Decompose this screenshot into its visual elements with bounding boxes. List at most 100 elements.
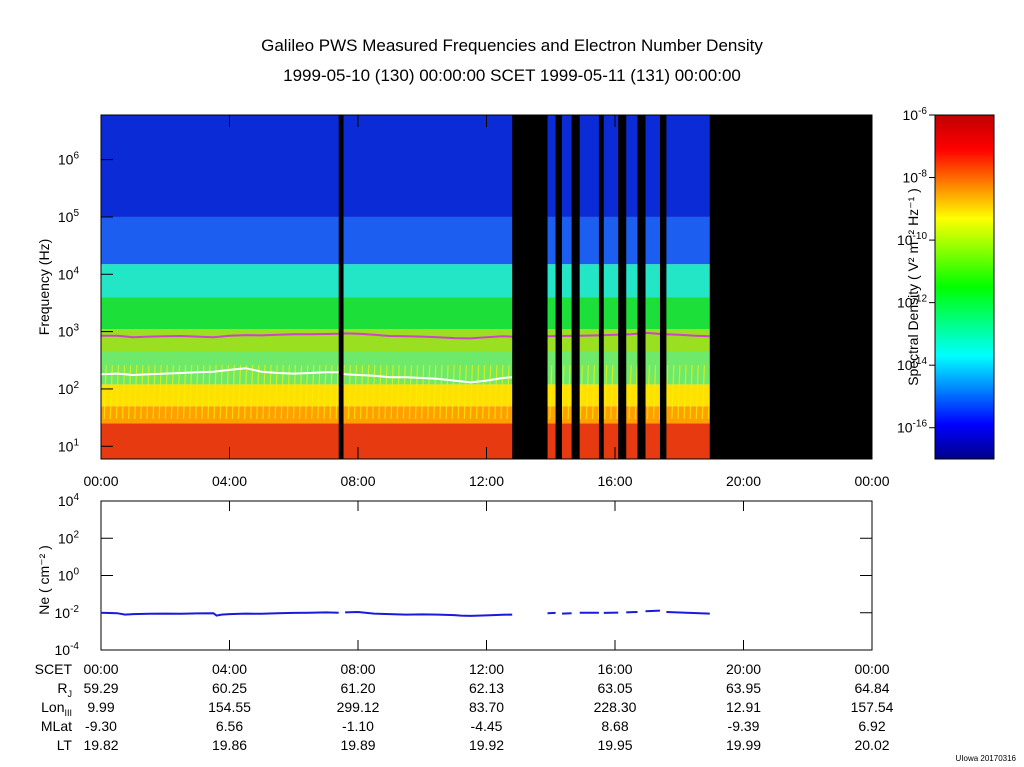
ephemeris-value: 228.30	[593, 699, 637, 715]
spectrogram-streak	[433, 365, 437, 419]
spectrogram-streak	[317, 365, 321, 419]
spectrogram-y-tick-label: 104	[58, 265, 80, 282]
colorbar-tick-label: 10-6	[903, 106, 928, 123]
ephemeris-value: 8.68	[601, 718, 629, 734]
spectrogram-streak	[695, 365, 699, 419]
spectrogram-streak	[243, 365, 248, 419]
colorbar-tick-label: 10-10	[897, 231, 927, 248]
spectrogram-streak	[237, 365, 242, 419]
spectrogram-y-axis-label: Frequency (Hz)	[36, 239, 52, 335]
spectrogram-streak	[195, 365, 199, 419]
density-frame	[100, 500, 873, 651]
upper-frequency-line	[101, 331, 710, 340]
spectrogram-streak	[311, 365, 315, 419]
spectrogram-x-tick-label: 04:00	[212, 473, 247, 489]
spectrogram-streak	[500, 365, 504, 419]
ephemeris-value: 12:00	[468, 661, 505, 677]
spectrogram-streak	[671, 365, 675, 419]
ephemeris-row-label: RJ	[57, 680, 72, 699]
colorbar-tick-label: 10-14	[897, 356, 927, 373]
spectrogram-streak	[359, 365, 364, 419]
spectrogram-streak	[390, 365, 394, 419]
spectrogram-streak	[250, 365, 254, 419]
colorbar-tick-label: 10-12	[897, 294, 927, 311]
spectrogram-streak	[677, 365, 681, 419]
spectrogram-y-tick-label: 102	[58, 380, 80, 397]
density-y-tick-label: 102	[58, 529, 80, 546]
spectrogram-streak	[457, 365, 461, 419]
spectrogram-streak	[439, 365, 443, 419]
spectrogram-streak	[475, 365, 480, 419]
spectrogram-streak	[189, 365, 193, 419]
spectrogram-x-tick-label: 20:00	[726, 473, 761, 489]
colorbar-tick-label: 10-16	[897, 419, 927, 436]
spectrogram-x-tick-label: 00:00	[83, 473, 118, 489]
density-y-axis-label: Ne ( cm⁻² )	[36, 545, 52, 615]
spectrogram-streak	[372, 365, 376, 419]
ephemeris-value: 00:00	[83, 661, 119, 677]
ephemeris-value: -4.45	[470, 718, 503, 734]
spectrogram-streak	[182, 365, 187, 419]
spectrogram-streak	[585, 365, 590, 419]
spectrogram-streak	[323, 365, 327, 419]
ephemeris-value: 19.89	[340, 737, 376, 753]
spectrogram-streak	[256, 365, 260, 419]
ephemeris-value: 64.84	[854, 680, 890, 696]
ephemeris-value: 19.92	[468, 737, 505, 753]
spectrogram-data-gap	[512, 115, 548, 459]
ephemeris-row: RJ 59.29 60.25 61.20 62.13 63.05 63.95 64.84	[0, 680, 1024, 699]
spectrogram-streak	[305, 365, 309, 419]
spectrogram-streak	[683, 365, 687, 419]
spectrogram-y-tick-label: 105	[58, 208, 80, 225]
spectrogram-x-tick-label: 16:00	[597, 473, 632, 489]
ephemeris-row-label: SCET	[34, 661, 72, 677]
spectrogram-streak	[469, 365, 474, 419]
spectrogram-streak	[421, 365, 425, 419]
spectrogram-streak	[396, 365, 400, 419]
density-y-tick-label: 100	[58, 567, 80, 584]
spectrogram-streak	[506, 365, 510, 419]
ephemeris-value: 04:00	[211, 661, 248, 677]
ephemeris-value: 9.99	[87, 699, 115, 715]
ephemeris-value: -1.10	[342, 718, 374, 734]
colorbar-label: Spectral Density ( V² m⁻² Hz⁻¹ )	[905, 188, 921, 386]
spectrogram-y-tick-label: 101	[58, 437, 80, 454]
spectrogram-streak	[384, 365, 388, 419]
ephemeris-value: 12.91	[725, 699, 762, 715]
spectrogram-streak	[567, 365, 571, 419]
ephemeris-value: 6.56	[215, 718, 244, 734]
spectrogram-streak	[646, 365, 651, 419]
spectrogram-streak	[262, 365, 266, 419]
spectrogram-streak	[591, 365, 596, 419]
spectrogram-streak	[463, 365, 467, 419]
spectrogram-streak	[219, 365, 223, 419]
ephemeris-row: MLat -9.30 6.56 -1.10 -4.45 8.68 -9.39 6.92	[0, 718, 1024, 736]
density-line-segment	[666, 611, 710, 615]
ephemeris-row: LonIII 9.99 154.55 299.12 83.70 228.30 12.91 15…	[0, 699, 1024, 718]
ephemeris-value: -9.39	[727, 718, 760, 734]
ephemeris-value: 08:00	[340, 661, 376, 677]
spectrogram-data-gap	[571, 115, 580, 459]
spectrogram-streak	[207, 365, 211, 419]
ephemeris-row-label: LonIII	[41, 699, 72, 718]
spectrogram-x-tick-label: 00:00	[854, 473, 889, 489]
spectrogram-streak	[274, 365, 278, 419]
ephemeris-value: 157.54	[850, 699, 894, 715]
spectrogram-streak	[414, 365, 419, 419]
spectrogram-streak	[701, 365, 705, 419]
spectrogram-y-tick-label: 106	[58, 151, 80, 168]
ephemeris-value: 19.99	[725, 737, 762, 753]
spectrogram-data-gap	[338, 115, 344, 459]
spectrogram-streak	[225, 365, 229, 419]
spectrogram-x-tick-label: 12:00	[469, 473, 504, 489]
spectrogram-streak	[402, 365, 406, 419]
ephemeris-value: 19.82	[83, 737, 119, 753]
ephemeris-value: 19.86	[211, 737, 248, 753]
ephemeris-value: 63.95	[725, 680, 762, 696]
spectrogram-data-gap	[618, 115, 627, 459]
spectrogram-streak	[176, 365, 181, 419]
credit-label: UIowa 20170316	[955, 754, 1017, 763]
density-line-segment	[645, 609, 661, 613]
lower-frequency-line	[101, 367, 513, 384]
density-y-tick-label: 10-4	[55, 641, 80, 658]
